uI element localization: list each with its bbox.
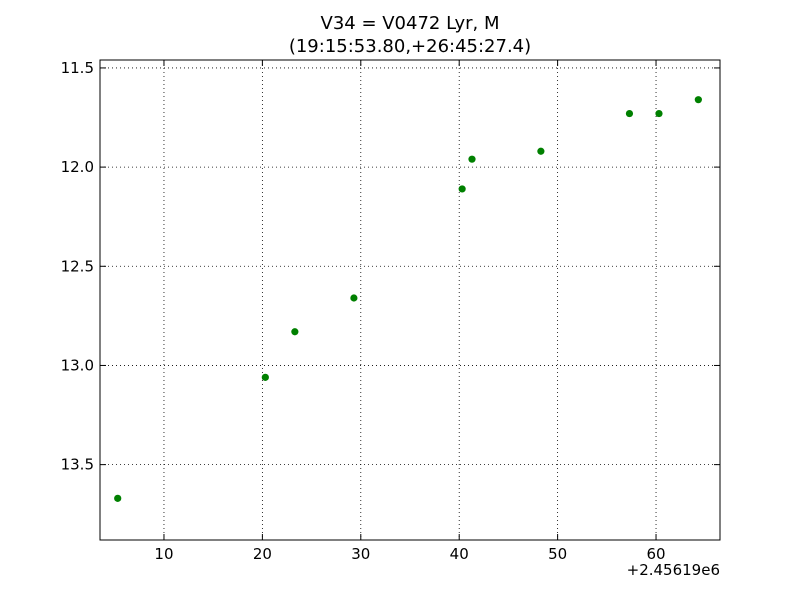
- data-point: [694, 96, 702, 104]
- chart-subtitle: (19:15:53.80,+26:45:27.4): [289, 36, 531, 57]
- x-tick-labels: 10 20 30 40 50 60: [154, 545, 665, 563]
- data-point: [291, 328, 299, 336]
- plot-frame: [99, 59, 721, 541]
- data-point: [537, 147, 545, 155]
- y-tick-label: 12.5: [61, 257, 94, 275]
- x-tick-label: 30: [351, 545, 370, 563]
- chart-title: V34 = V0472 Lyr, M: [321, 13, 500, 34]
- x-tick-label: 60: [646, 545, 665, 563]
- x-tick-label: 40: [450, 545, 469, 563]
- data-point: [468, 155, 476, 163]
- data-points: [114, 96, 702, 502]
- y-tick-label: 13.0: [61, 356, 94, 374]
- data-point: [350, 294, 358, 302]
- x-tick-label: 50: [548, 545, 567, 563]
- data-point: [114, 494, 122, 502]
- tick-marks: [100, 60, 720, 540]
- y-tick-label: 12.0: [61, 158, 94, 176]
- data-point: [625, 109, 634, 118]
- data-point: [655, 109, 663, 118]
- data-point: [458, 185, 466, 193]
- x-tick-label: 20: [253, 545, 272, 563]
- y-tick-label: 11.5: [61, 59, 94, 77]
- data-point: [261, 373, 269, 381]
- x-tick-label: 10: [154, 545, 173, 563]
- y-tick-labels: 11.5 12.0 12.5 13.0 13.5: [61, 59, 94, 474]
- y-tick-label: 13.5: [61, 456, 94, 474]
- grid-lines: [100, 60, 720, 540]
- x-offset-label: +2.45619e6: [627, 561, 720, 579]
